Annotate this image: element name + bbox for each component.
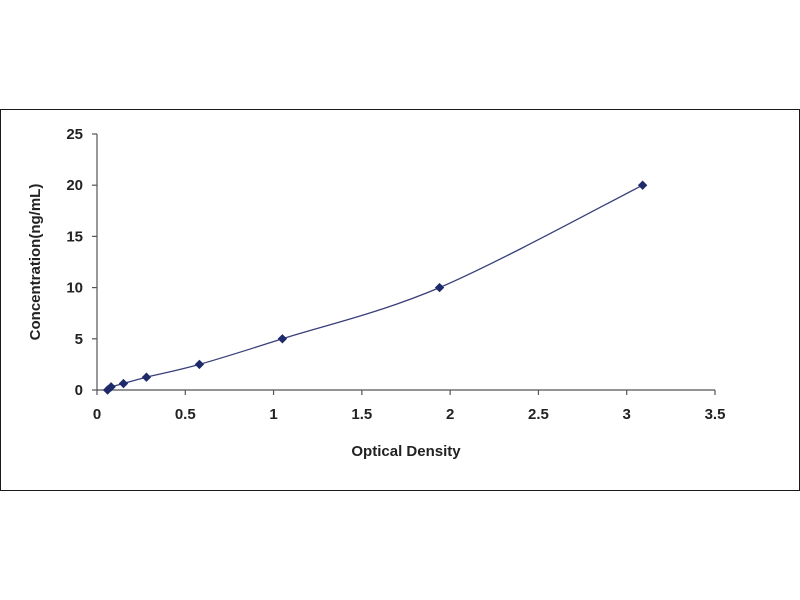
x-tick-label: 0.5 bbox=[175, 406, 196, 423]
y-tick-label: 20 bbox=[66, 177, 83, 194]
axes bbox=[96, 134, 715, 391]
y-axis-ticks: 0 5 10 15 20 25 bbox=[66, 126, 97, 399]
x-tick-label: 3 bbox=[623, 406, 631, 423]
data-point bbox=[637, 180, 648, 190]
y-tick-label: 0 bbox=[75, 382, 83, 399]
chart-frame: 0 0.5 1 1.5 2 2.5 3 3.5 0 5 10 15 20 25 Optical Dens… bbox=[0, 109, 800, 491]
data-point bbox=[434, 282, 445, 293]
x-tick-label: 1.5 bbox=[351, 406, 372, 423]
y-tick-label: 5 bbox=[75, 331, 83, 348]
data-point bbox=[277, 334, 288, 344]
y-tick-label: 25 bbox=[66, 126, 83, 143]
y-tick-label: 10 bbox=[66, 280, 83, 297]
x-tick-label: 2.5 bbox=[528, 406, 549, 423]
x-tick-label: 0 bbox=[93, 406, 101, 423]
x-tick-label: 3.5 bbox=[705, 406, 726, 423]
standard-curve-chart: 0 0.5 1 1.5 2 2.5 3 3.5 0 5 10 15 20 25 Optical Dens… bbox=[27, 126, 726, 460]
data-points bbox=[102, 180, 648, 395]
x-axis-title: Optical Density bbox=[351, 443, 461, 460]
data-point bbox=[194, 359, 205, 370]
data-point bbox=[141, 372, 152, 382]
x-tick-label: 1 bbox=[269, 406, 277, 423]
fitted-curve bbox=[107, 184, 643, 391]
x-axis-ticks: 0 0.5 1 1.5 2 2.5 3 3.5 bbox=[93, 390, 726, 423]
y-axis-title: Concentration(ng/mL) bbox=[27, 184, 44, 341]
data-point bbox=[118, 378, 129, 389]
x-tick-label: 2 bbox=[446, 406, 454, 423]
data-point bbox=[106, 382, 116, 392]
y-tick-label: 15 bbox=[66, 228, 83, 245]
